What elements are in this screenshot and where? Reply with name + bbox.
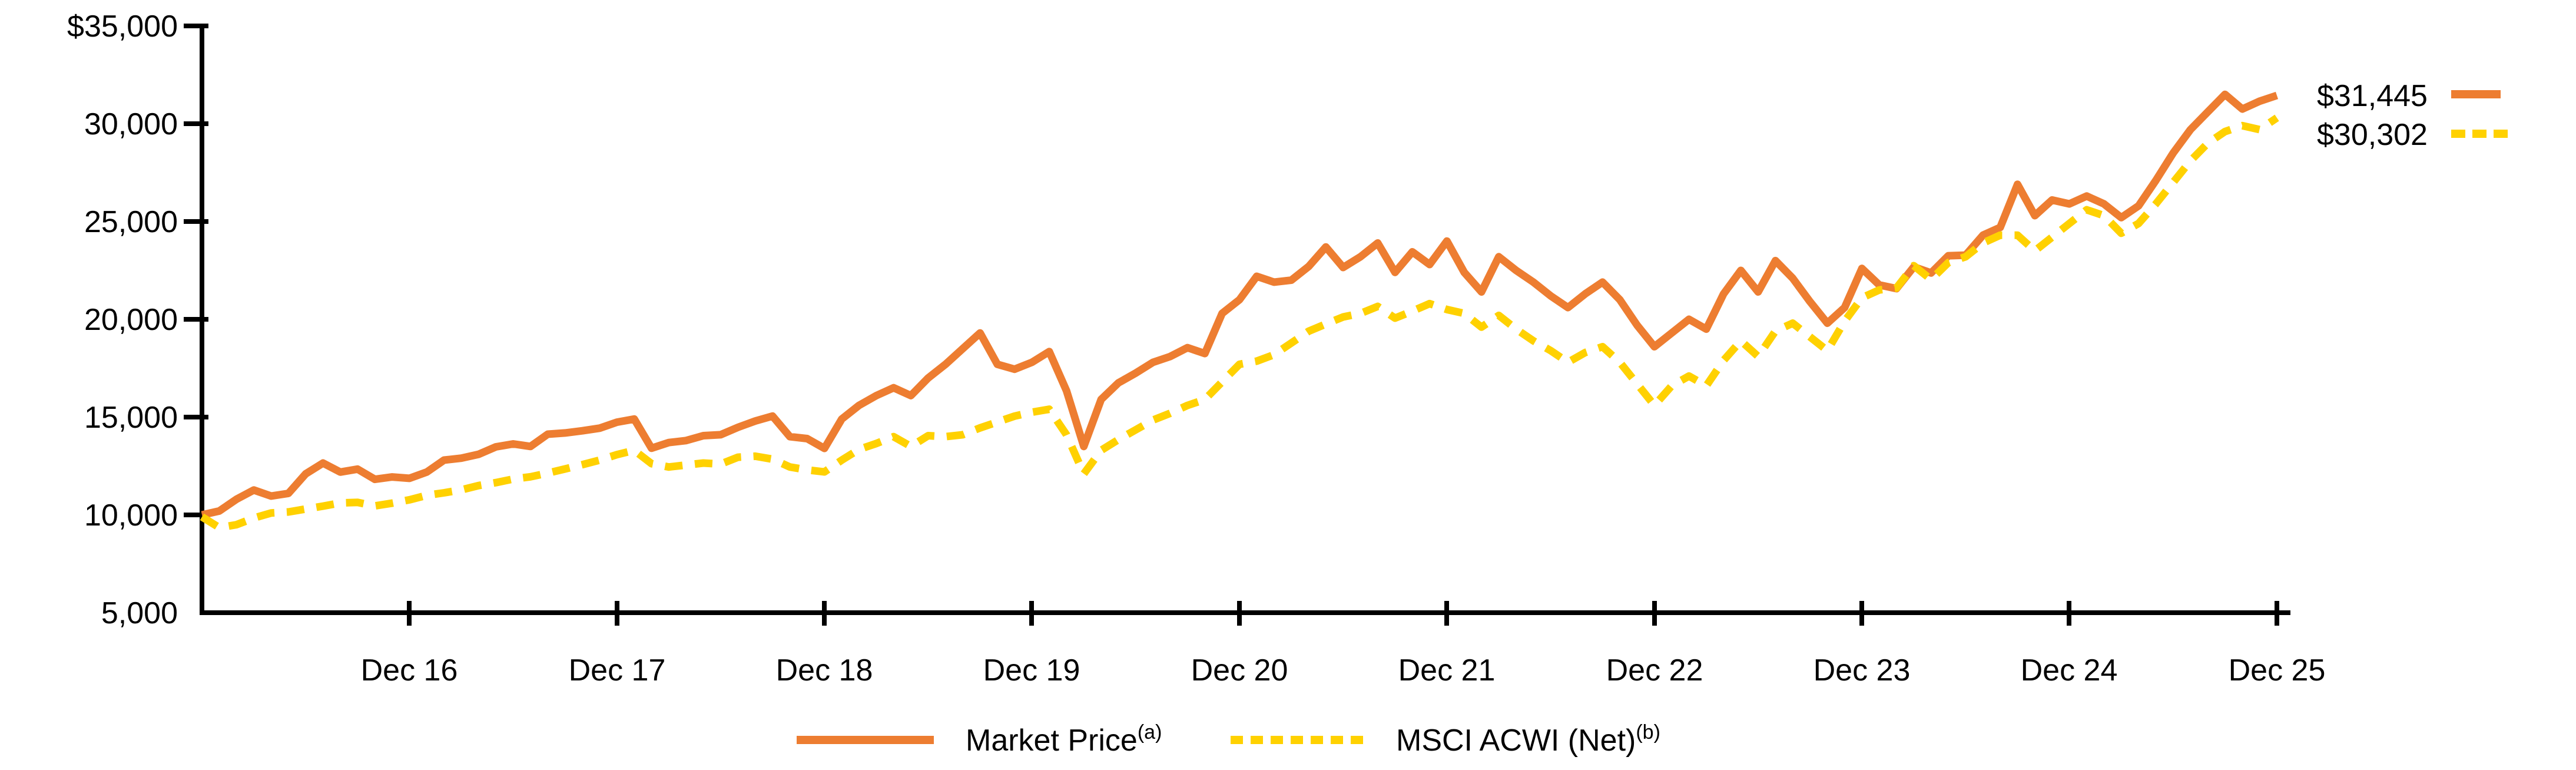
plot-lines: [200, 90, 2279, 532]
x-axis-label: Dec 25: [2229, 653, 2326, 688]
x-axis-label: Dec 18: [776, 653, 873, 688]
legend-msci-acwi-label: MSCI ACWI (Net)(b): [1396, 721, 1660, 758]
legend: Market Price(a) MSCI ACWI (Net)(b): [797, 721, 1660, 758]
x-axis-label: Dec 19: [983, 653, 1080, 688]
y-ticks: [184, 24, 208, 517]
end-value-labels: $31,445 $30,302: [2317, 79, 2508, 152]
x-axis-label: Dec 16: [361, 653, 458, 688]
y-axis-label: 30,000: [84, 107, 178, 141]
x-axis-label: Dec 17: [569, 653, 666, 688]
y-axis-label: 25,000: [84, 205, 178, 239]
x-axis-label: Dec 23: [1814, 653, 1911, 688]
y-axis-label: 5,000: [101, 596, 178, 630]
axes: [200, 24, 2290, 615]
y-axis-label: 10,000: [84, 498, 178, 533]
market-price-end-value: $31,445: [2317, 79, 2428, 113]
market-price-line: [201, 90, 2279, 519]
y-axis-label: $35,000: [67, 9, 178, 44]
x-axis-label: Dec 22: [1606, 653, 1703, 688]
x-axis-label: Dec 20: [1191, 653, 1288, 688]
y-axis-labels: $35,000 30,000 25,000 20,000 15,000 10,0…: [67, 9, 178, 630]
y-axis-label: 15,000: [84, 401, 178, 435]
msci-acwi-end-value: $30,302: [2317, 118, 2428, 152]
msci-acwi-line: [200, 114, 2279, 532]
y-axis-label: 20,000: [84, 303, 178, 337]
x-ticks: [407, 601, 2279, 626]
x-axis-labels: Dec 16 Dec 17 Dec 18 Dec 19 Dec 20 Dec 2…: [361, 653, 2326, 688]
x-axis-label: Dec 21: [1398, 653, 1496, 688]
x-axis-label: Dec 24: [2021, 653, 2118, 688]
legend-market-price-label: Market Price(a): [966, 721, 1162, 758]
